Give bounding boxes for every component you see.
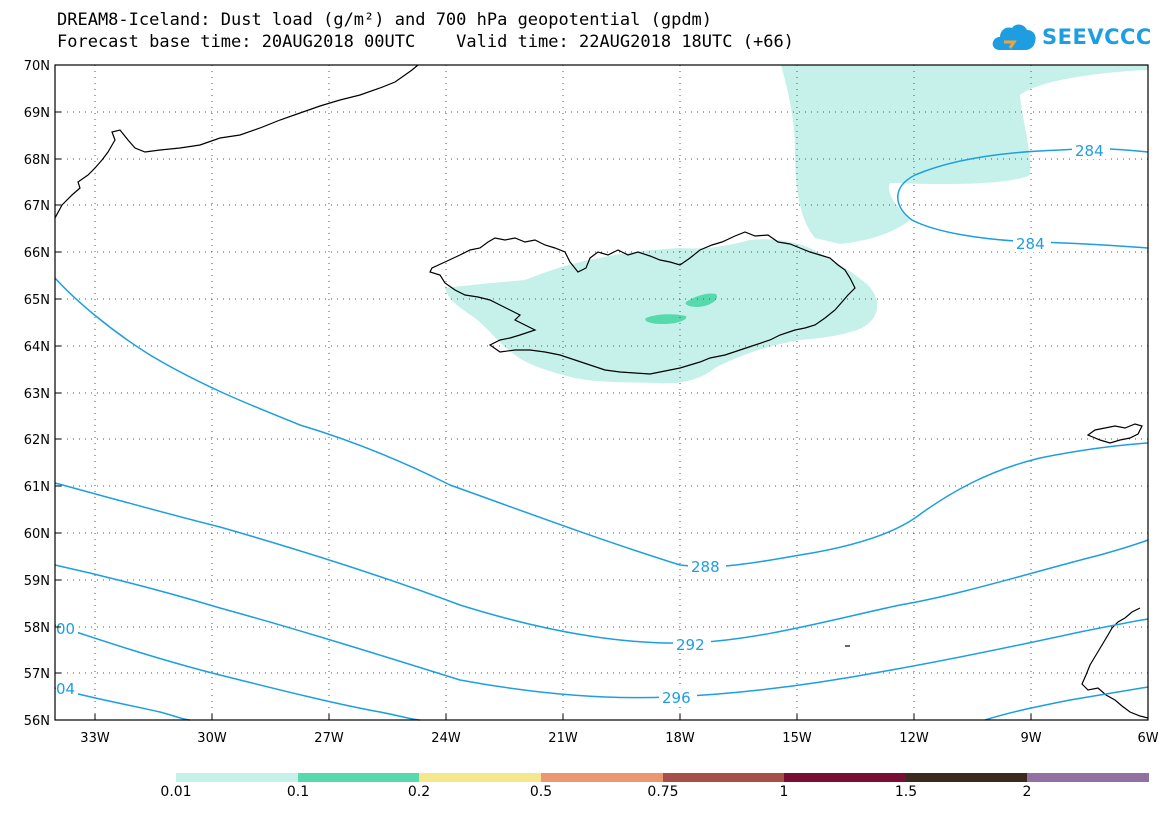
contour-296 (54, 564, 1149, 699)
lat-label: 60N (24, 527, 50, 542)
colorbar-label: 0.01 (160, 784, 192, 800)
colorbar-label: 2 (1022, 784, 1032, 800)
longitude-labels: 33W 30W 27W 24W 21W 18W 15W 12W 9W 6W (80, 731, 1158, 746)
colorbar-segment (784, 773, 906, 782)
contour-label-288: 288 (691, 558, 720, 576)
contour-label-292: 292 (676, 636, 705, 654)
lon-label: 9W (1020, 731, 1041, 746)
colorbar-label: 1.5 (894, 784, 918, 800)
colorbar-label: 0.75 (647, 784, 679, 800)
colorbar-segment (906, 773, 1027, 782)
geopotential-contours (54, 147, 1149, 721)
contour-308 (984, 686, 1149, 721)
colorbar-segment (419, 773, 541, 782)
colorbar (176, 773, 1149, 782)
dust-area-north-east (781, 65, 1148, 244)
map-title: DREAM8-Iceland: Dust load (g/m²) and 700… (57, 10, 713, 30)
lat-label: 63N (24, 387, 50, 402)
lat-label: 64N (24, 340, 50, 355)
lat-label: 70N (24, 59, 50, 74)
colorbar-segment (298, 773, 419, 782)
colorbar-segment (1027, 773, 1149, 782)
contour-label-284-north: 284 (1075, 142, 1104, 160)
lat-label: 69N (24, 106, 50, 121)
lat-label: 66N (24, 246, 50, 261)
seevccc-logo: SEEVCCC (990, 17, 1152, 57)
lat-label: 58N (24, 621, 50, 636)
cloud-icon (992, 24, 1036, 50)
contour-label-304-partial: 04 (56, 680, 75, 698)
colorbar-segment (663, 773, 784, 782)
coastline-iceland (429, 231, 856, 375)
contour-304 (54, 687, 191, 721)
lon-label: 33W (80, 731, 110, 746)
lon-label: 30W (197, 731, 227, 746)
dust-area-iceland (445, 239, 878, 384)
contour-292 (54, 482, 1149, 644)
lat-label: 67N (24, 199, 50, 214)
axis-ticks (55, 64, 1032, 720)
dust-area-medium-1 (685, 293, 717, 307)
contour-288 (54, 277, 1149, 568)
lat-label: 57N (24, 667, 50, 682)
lat-label: 59N (24, 574, 50, 589)
graticule (55, 65, 1148, 720)
coastline-scotland (1081, 607, 1149, 719)
coastline-faroe (1086, 423, 1143, 444)
lat-label: 65N (24, 293, 50, 308)
logo-text: SEEVCCC (1042, 25, 1152, 49)
lon-label: 27W (314, 731, 344, 746)
contour-label-284-south: 284 (1016, 235, 1045, 253)
colorbar-segment (541, 773, 663, 782)
contour-label-296: 296 (662, 689, 691, 707)
colorbar-label: 1 (779, 784, 789, 800)
lat-label: 68N (24, 153, 50, 168)
contour-300 (54, 624, 421, 721)
contour-label-300-partial: 00 (56, 620, 75, 638)
lat-label: 61N (24, 480, 50, 495)
colorbar-label: 0.5 (529, 784, 553, 800)
lat-label: 56N (24, 714, 50, 729)
coastlines (54, 64, 1149, 719)
map-subtitle: Forecast base time: 20AUG2018 00UTC Vali… (57, 32, 794, 52)
lon-label: 6W (1137, 731, 1158, 746)
colorbar-label: 0.1 (286, 784, 310, 800)
colorbar-segment (176, 773, 298, 782)
lon-label: 12W (899, 731, 929, 746)
lon-label: 18W (665, 731, 695, 746)
dust-area-medium-2 (645, 314, 687, 324)
contour-labels: 284 284 288 292 296 00 04 (56, 141, 1110, 707)
coastline-greenland (54, 64, 419, 219)
lat-label: 62N (24, 433, 50, 448)
lon-label: 15W (782, 731, 812, 746)
lon-label: 24W (431, 731, 461, 746)
dust-shading (445, 65, 1148, 384)
colorbar-label: 0.2 (407, 784, 431, 800)
lon-label: 21W (548, 731, 578, 746)
latitude-labels: 70N 69N 68N 67N 66N 65N 64N 63N 62N 61N … (24, 59, 50, 729)
